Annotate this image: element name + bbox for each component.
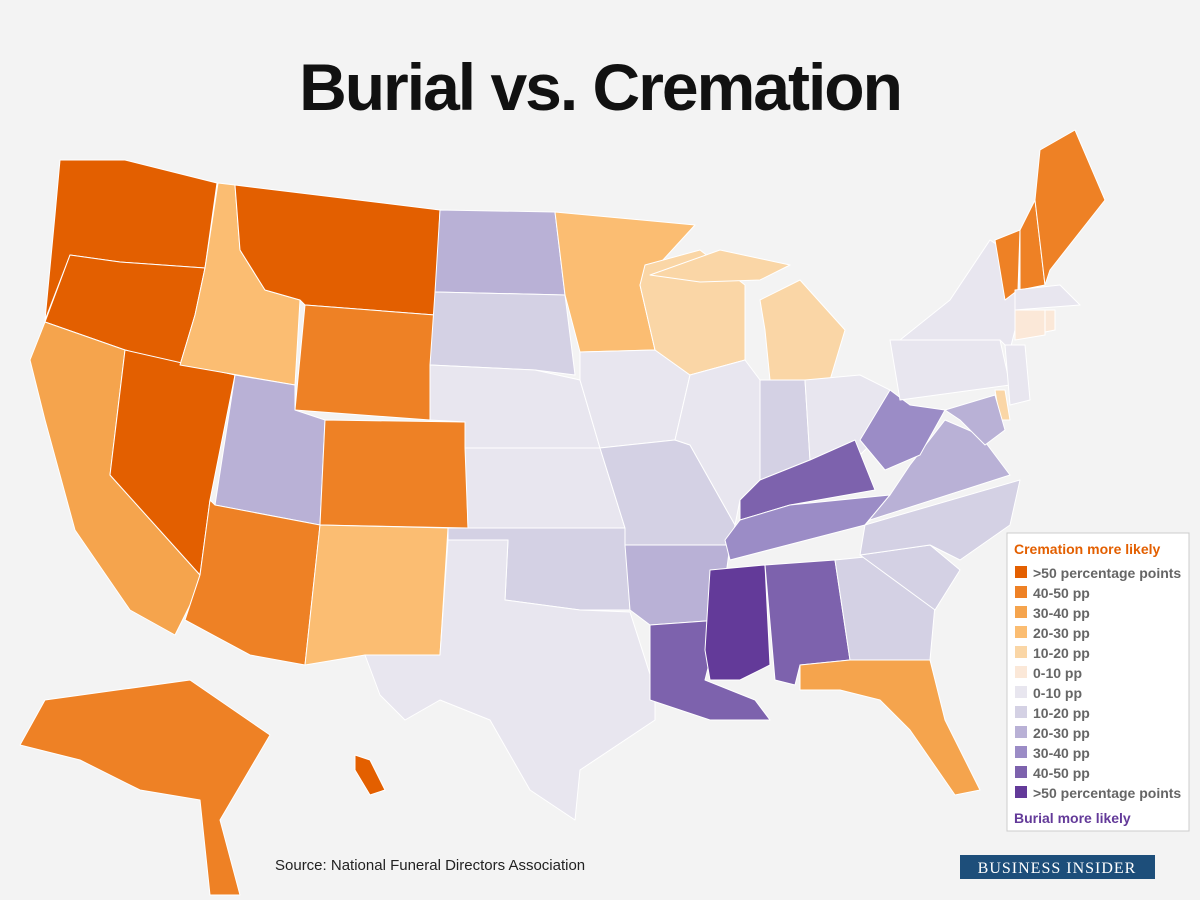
legend-label: >50 percentage points	[1033, 565, 1181, 581]
state	[364, 539, 656, 821]
legend-label: 0-10 pp	[1033, 665, 1082, 681]
logo-box	[960, 855, 1155, 879]
state	[19, 679, 271, 896]
state	[1044, 309, 1056, 333]
state	[354, 754, 386, 796]
state	[704, 564, 771, 681]
state	[1034, 129, 1106, 286]
legend-label: >50 percentage points	[1033, 785, 1181, 801]
state	[859, 479, 1021, 561]
state	[944, 394, 1006, 446]
legend-swatch	[1015, 686, 1027, 698]
legend-label: 0-10 pp	[1033, 685, 1082, 701]
states	[19, 129, 1106, 896]
title: Burial vs. Cremation	[299, 50, 901, 124]
legend-swatch	[1015, 586, 1027, 598]
legend-label: 40-50 pp	[1033, 765, 1090, 781]
state	[304, 524, 449, 666]
legend-label: 40-50 pp	[1033, 585, 1090, 601]
state	[1004, 344, 1031, 406]
state	[864, 419, 1011, 526]
legend-swatch	[1015, 706, 1027, 718]
state	[294, 304, 436, 421]
legend-heading: Burial more likely	[1014, 810, 1131, 826]
state	[1014, 309, 1046, 341]
state	[1014, 284, 1081, 311]
legend: >50 percentage points 40-50 pp 30-40 pp 20-…	[1015, 565, 1181, 801]
legend-swatch	[1015, 786, 1027, 798]
state	[649, 249, 791, 283]
state	[464, 447, 626, 529]
state	[434, 209, 566, 296]
legend-swatch	[1015, 726, 1027, 738]
legend-label: 30-40 pp	[1033, 605, 1090, 621]
state	[579, 349, 691, 449]
source: Source: National Funeral Directors Assoc…	[275, 857, 585, 874]
legend-swatch	[1015, 566, 1027, 578]
legend-swatch	[1015, 746, 1027, 758]
logo: BUSINESS INSIDER	[978, 860, 1137, 877]
legend-swatch	[1015, 606, 1027, 618]
legend-label: 30-40 pp	[1033, 745, 1090, 761]
state	[799, 659, 981, 796]
legend-label: 20-30 pp	[1033, 725, 1090, 741]
legend-label: 10-20 pp	[1033, 705, 1090, 721]
legend-swatch	[1015, 626, 1027, 638]
legend-box	[1006, 532, 1190, 832]
state	[429, 291, 576, 376]
legend-label: 10-20 pp	[1033, 645, 1090, 661]
legend-swatch	[1015, 666, 1027, 678]
legend-label: 20-30 pp	[1033, 625, 1090, 641]
legend-swatch	[1015, 766, 1027, 778]
state	[319, 419, 469, 529]
legend-swatch	[1015, 646, 1027, 658]
legend-heading: Cremation more likely	[1014, 541, 1160, 557]
